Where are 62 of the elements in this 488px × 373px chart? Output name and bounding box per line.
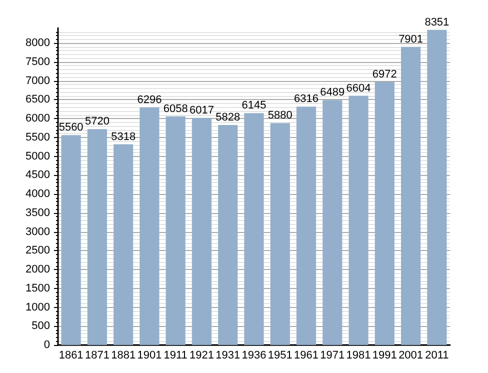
data-label: 5828 [216,112,240,124]
y-tick-label: 2500 [26,244,50,257]
bar [401,46,421,345]
bar [114,144,134,345]
x-tick-label: 1951 [268,350,292,362]
y-tick-label: 8000 [26,37,50,50]
bar [87,129,107,345]
bar [374,82,394,345]
x-tick-label: 1991 [372,350,397,362]
y-tick-label: 1500 [26,282,50,294]
y-tick-label: 6500 [26,94,50,106]
x-tick-label: 1961 [294,350,319,362]
x-tick-label: 1936 [242,350,266,362]
x-tick-label: 1981 [346,350,371,362]
y-tick-label: 3500 [26,206,50,219]
bar [244,113,264,345]
data-label: 5560 [58,122,84,134]
x-tick-label: 2001 [398,350,424,362]
bar [296,106,316,345]
x-tick-label: 1861 [58,350,84,362]
data-label: 6604 [346,82,371,94]
x-tick-label: 1901 [137,350,162,362]
data-label: 5720 [84,116,110,128]
y-tick-label: 3000 [26,226,50,238]
data-label: 6145 [242,100,266,112]
data-label: 6972 [372,68,397,80]
bar [427,30,447,345]
bar [348,96,368,345]
y-tick-label: 1000 [26,301,50,314]
data-label: 5318 [111,130,136,143]
y-tick-label: 4500 [26,169,50,182]
bar [61,135,81,345]
data-label: 5880 [268,110,292,122]
y-tick-label: 7500 [26,56,50,68]
bar [192,118,212,345]
y-tick-label: 500 [32,320,50,332]
x-tick-label: 1881 [111,350,136,362]
data-label: 6017 [189,104,214,116]
y-tick-label: 6000 [26,112,50,125]
y-tick-label: 5500 [26,131,50,144]
bar [166,116,186,345]
y-tick-label: 2000 [26,264,50,276]
bar [218,125,238,345]
y-tick-label: 7000 [26,74,50,87]
data-label: 6058 [163,102,188,115]
data-label: 6489 [320,86,345,99]
data-label: 6316 [294,93,319,106]
data-label: 8351 [424,16,450,28]
y-tick-label: 5000 [26,150,50,162]
bar [140,107,160,345]
data-label: 6296 [137,94,162,106]
x-tick-label: 1931 [216,350,240,362]
x-tick-label: 1911 [164,350,188,362]
x-tick-label: 2011 [425,350,449,362]
x-tick-label: 1921 [189,350,214,362]
y-tick-label: 4000 [26,188,50,200]
x-tick-label: 1871 [84,350,110,362]
bar [270,123,290,345]
y-tick-label: 0 [44,339,50,351]
data-label: 7901 [398,33,424,46]
x-tick-label: 1971 [320,350,345,362]
bar [322,100,342,345]
